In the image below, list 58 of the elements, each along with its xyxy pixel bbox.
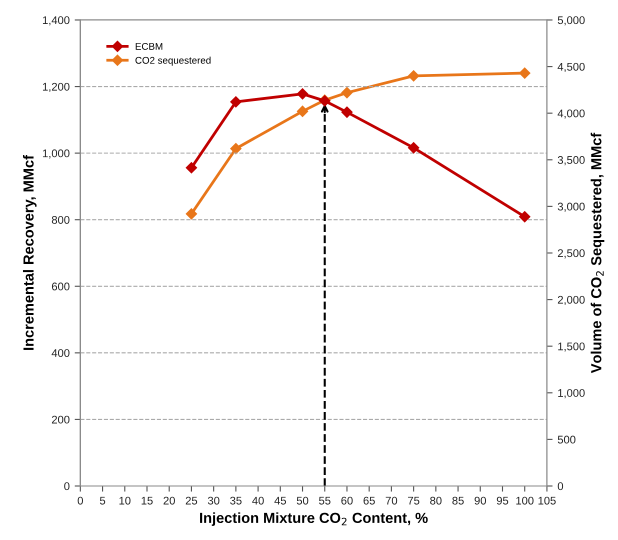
x-tick-label: 80 [430, 496, 442, 505]
x-tick-label: 25 [186, 496, 198, 505]
point [230, 142, 242, 154]
y2-tick-label: 4,500 [558, 62, 585, 72]
y-tick-label: 800 [52, 216, 70, 224]
point [296, 88, 308, 100]
x-tick-label: 85 [452, 496, 464, 505]
point [341, 106, 353, 118]
x-tick-label: 105 [538, 496, 556, 505]
x-tick-label: 10 [119, 496, 131, 505]
y-tick-label: 1,200 [42, 82, 70, 92]
x-tick-label: 50 [296, 496, 308, 505]
point [186, 162, 198, 174]
legend-label: CO2 sequestered [135, 56, 211, 66]
y2-tick-label: 2,000 [558, 296, 585, 306]
y-tick-label: 200 [52, 416, 70, 424]
y-tick-label: 0 [64, 482, 70, 490]
point [408, 142, 420, 154]
x-tick-label: 15 [142, 496, 153, 505]
y-tick-label: 400 [52, 349, 70, 357]
y2-tick-label: 0 [558, 482, 564, 490]
y2-tick-label: 3,000 [558, 202, 585, 212]
y2-tick-label: 4,000 [558, 109, 585, 119]
y2-axis-title: Volume of CO$_{2}$ Sequestered, MMcf [590, 132, 604, 374]
y-tick-label: 1,400 [42, 16, 70, 26]
point [296, 106, 308, 117]
x-tick-label: 90 [474, 496, 486, 505]
y2-tick-label: 3,500 [558, 156, 585, 166]
point [186, 208, 198, 220]
x-tick-label: 35 [230, 496, 242, 505]
x-tick-label: 5 [100, 496, 106, 505]
point [341, 87, 353, 98]
legend-label: ECBM [136, 42, 162, 50]
y2-tick-label: 2,500 [558, 249, 585, 258]
point [519, 211, 530, 222]
point [519, 68, 530, 79]
x-tick-label: 60 [341, 496, 353, 505]
x-tick-label: 55 [319, 496, 330, 505]
x-tick-label: 45 [274, 496, 286, 505]
x-axis-title: Injection Mixture CO$_{2}$ Content, % [200, 512, 428, 526]
x-tick-label: 40 [252, 496, 264, 505]
y2-tick-label: 1,000 [558, 389, 585, 398]
x-tick-label: 95 [496, 496, 508, 505]
y-axis-title: Incremental Recovery, MMcf [22, 155, 37, 350]
y-tick-label: 1,000 [42, 149, 70, 159]
x-tick-label: 65 [364, 496, 375, 505]
y-tick-label: 600 [52, 282, 70, 290]
point [408, 70, 420, 82]
x-tick-label: 30 [208, 496, 220, 505]
x-tick-label: 100 [516, 496, 534, 505]
y2-tick-label: 500 [558, 436, 576, 444]
x-tick-label: 75 [408, 496, 420, 505]
x-tick-label: 20 [164, 496, 175, 505]
x-tick-label: 70 [386, 496, 398, 505]
y2-tick-label: 1,500 [558, 342, 585, 352]
point [230, 96, 242, 108]
y2-tick-label: 5,000 [558, 16, 585, 26]
x-tick-label: 0 [78, 496, 83, 505]
